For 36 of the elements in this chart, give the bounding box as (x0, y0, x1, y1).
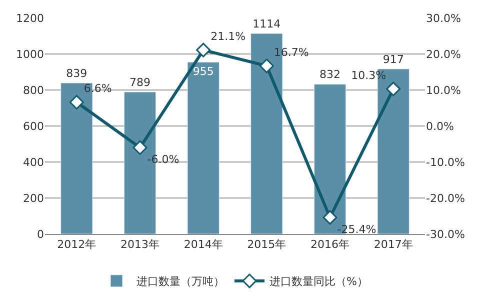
y2-tick-label: 20.0% (426, 48, 461, 61)
point (196, 42, 211, 58)
y-tick-label: 800 (23, 84, 44, 97)
data-label: 839 (66, 66, 88, 80)
y-tick-label: 200 (23, 192, 44, 205)
y2-tick-label: 0.0% (426, 120, 454, 133)
y-tick-label: 0 (37, 228, 44, 241)
data-label: 21.1% (210, 30, 246, 44)
x-tick-label: 2014年 (184, 238, 223, 252)
x-tick-label: 2016年 (310, 238, 350, 252)
legend-label: 进口数量（万吨） (136, 275, 224, 288)
point (386, 82, 401, 96)
data-label: 955 (192, 65, 214, 78)
y-tick-label: 600 (23, 120, 44, 133)
y-tick-label: 400 (23, 156, 44, 169)
legend-label: 进口数量同比（%） (270, 275, 368, 288)
x-tick-label: 2017年 (374, 238, 413, 252)
point (322, 210, 338, 225)
point (132, 140, 148, 155)
y-tick-label: 1200 (16, 12, 44, 25)
data-label: 1114 (252, 17, 281, 30)
data-label: 917 (382, 52, 404, 66)
x-tick-label: 2015年 (247, 238, 286, 252)
y2-tick-label: 30.0% (426, 12, 461, 25)
x-tick-label: 2013年 (120, 238, 160, 252)
y2-tick-label: 10.0% (426, 84, 461, 97)
y2-tick-label: -20.0% (426, 192, 465, 205)
data-label: 832 (320, 68, 340, 82)
y2-tick-label: -10.0% (426, 156, 465, 169)
point (259, 58, 274, 74)
data-label: 789 (130, 76, 150, 89)
y2-tick-label: -30.0% (426, 228, 465, 241)
y-tick-label: 1000 (16, 48, 44, 61)
bar (187, 62, 220, 234)
x-tick-label: 2012年 (57, 238, 96, 252)
point (69, 94, 84, 110)
